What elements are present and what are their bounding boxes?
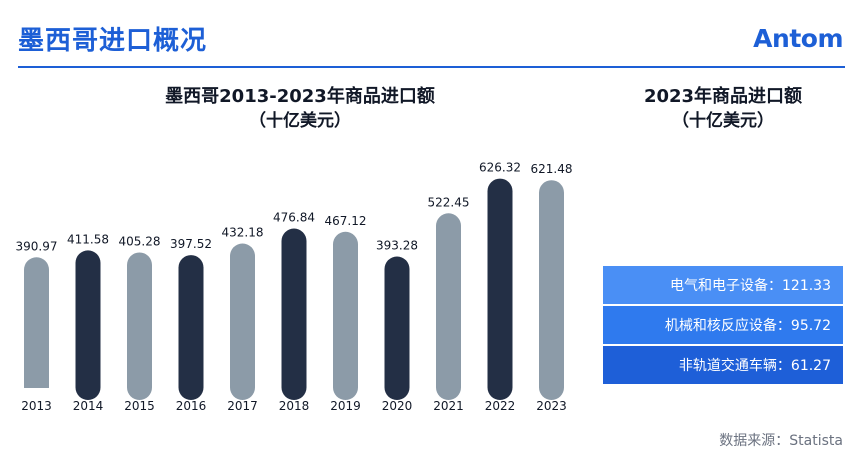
x-tick-2019: 2019	[330, 399, 361, 413]
bar-2021	[436, 213, 461, 400]
data-label-2017: 432.18	[222, 225, 264, 239]
category-row-electrical: 电气和电子设备：121.33	[603, 266, 843, 304]
data-label-2023: 621.48	[531, 162, 573, 176]
side-panel-title: 2023年商品进口额	[643, 86, 803, 107]
data-label-2014: 411.58	[67, 232, 109, 246]
x-tick-2014: 2014	[73, 399, 104, 413]
x-tick-2020: 2020	[382, 399, 413, 413]
x-tick-2015: 2015	[124, 399, 155, 413]
bar-2013	[24, 257, 49, 400]
brand-logo: Antom	[753, 24, 843, 53]
bar-2023	[539, 180, 564, 400]
header-divider	[18, 66, 845, 68]
bar-2019	[333, 231, 358, 400]
data-label-2020: 393.28	[376, 238, 418, 252]
data-source: 数据来源：Statista	[719, 433, 843, 449]
x-tick-2013: 2013	[21, 399, 52, 413]
side-panel-subtitle: （十亿美元）	[672, 111, 774, 131]
x-tick-2021: 2021	[433, 399, 464, 413]
category-row-machinery: 机械和核反应设备：95.72	[603, 306, 843, 344]
bar-2014	[75, 250, 101, 400]
data-label-2022: 626.32	[479, 161, 521, 175]
chart-subtitle: （十亿美元）	[249, 111, 351, 131]
data-label-2015: 405.28	[119, 234, 161, 248]
page-title: 墨西哥进口概况	[18, 26, 208, 56]
bar-2020	[384, 256, 410, 400]
bar-2018	[281, 228, 307, 400]
x-tick-2016: 2016	[176, 399, 207, 413]
category-breakdown: 电气和电子设备：121.33 机械和核反应设备：95.72 非轨道交通车辆：61…	[603, 266, 843, 386]
data-label-2013: 390.97	[16, 239, 58, 253]
bar-2017	[230, 243, 255, 400]
bar-2015	[127, 252, 152, 400]
data-label-2019: 467.12	[325, 214, 367, 228]
x-tick-2018: 2018	[279, 399, 310, 413]
data-label-2016: 397.52	[170, 237, 212, 251]
chart-title: 墨西哥2013-2023年商品进口额	[165, 86, 435, 107]
x-tick-2022: 2022	[485, 399, 516, 413]
import-bar-chart: 390.97 2013 411.58 2014 405.28 2015 397.52 2016…	[0, 161, 590, 413]
bar-2016	[178, 255, 204, 400]
data-label-2021: 522.45	[428, 195, 470, 209]
bar-2022	[487, 178, 513, 400]
x-tick-2017: 2017	[227, 399, 258, 413]
category-row-vehicles: 非轨道交通车辆：61.27	[603, 346, 843, 384]
data-label-2018: 476.84	[273, 211, 315, 225]
x-tick-2023: 2023	[536, 399, 567, 413]
